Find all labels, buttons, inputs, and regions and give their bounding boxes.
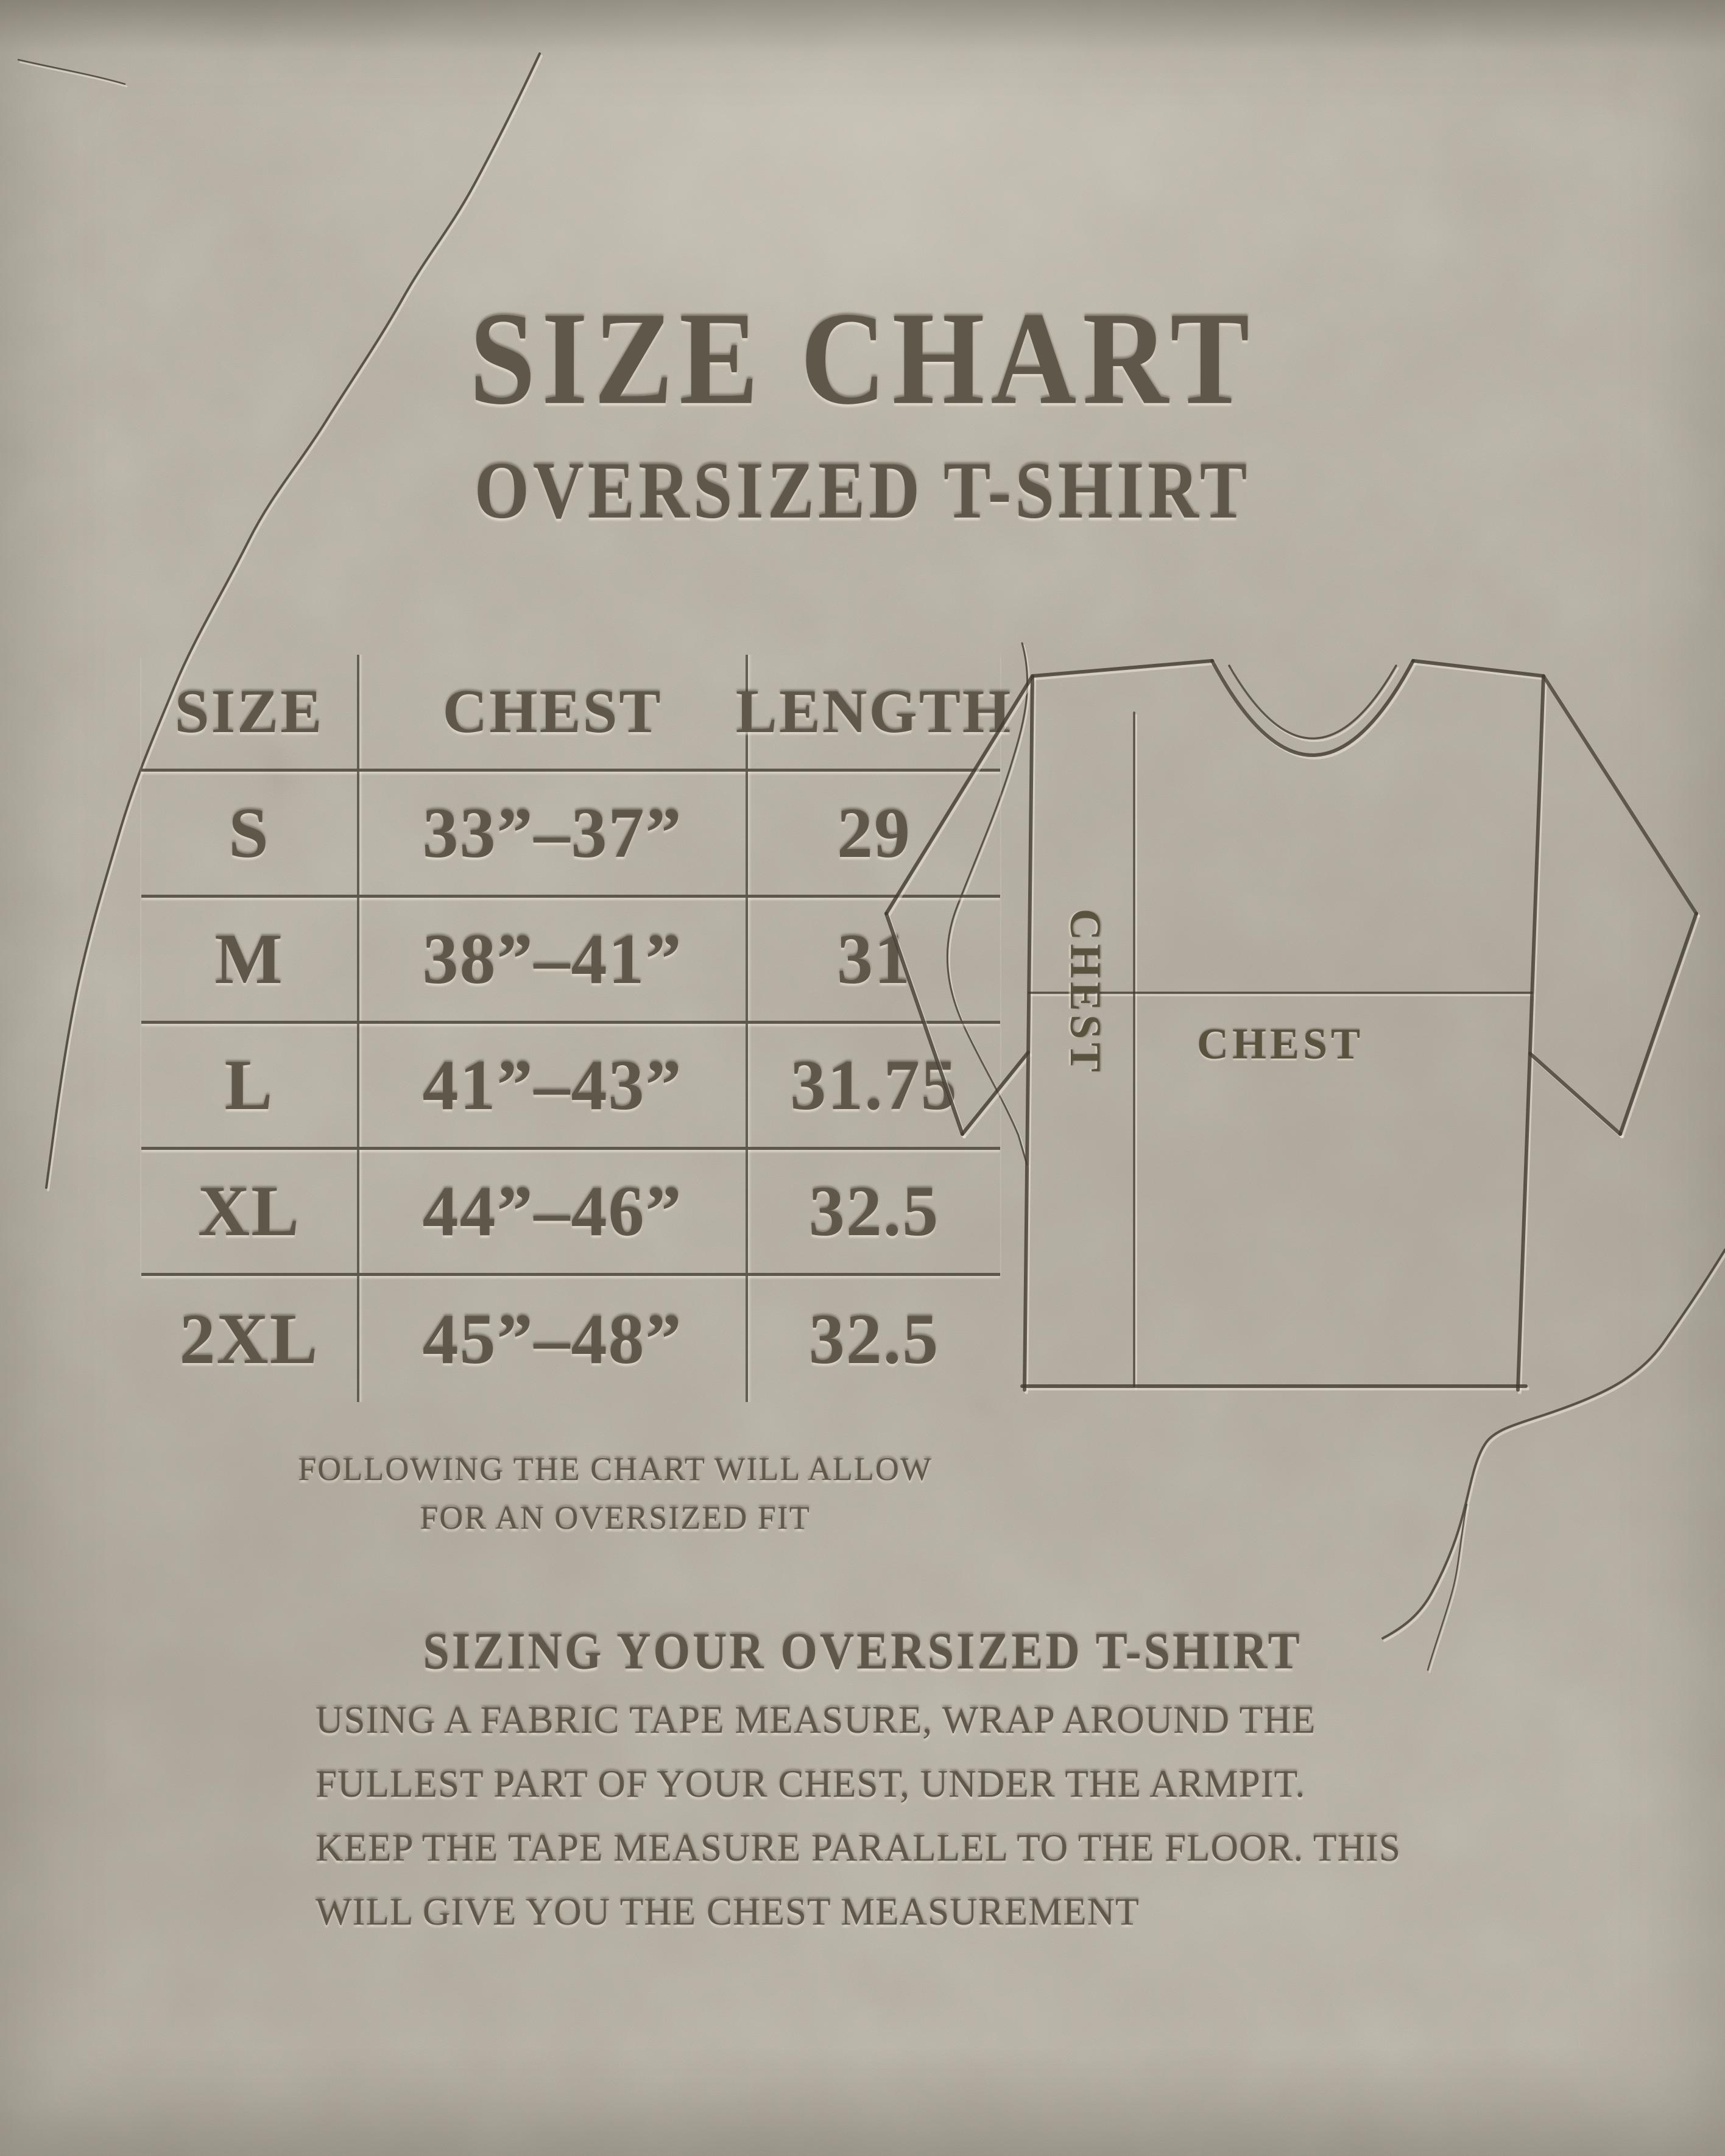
page-subtitle: OVERSIZED T-SHIRT (474, 446, 1251, 536)
size-value: L (224, 1045, 274, 1125)
column-header-chest: CHEST (357, 655, 746, 769)
paragraph-line: USING A FABRIC TAPE MEASURE, WRAP AROUND… (316, 1699, 1316, 1741)
table-row: S 33”–37” 29 (141, 772, 1000, 898)
chest-value: 33”–37” (357, 772, 746, 895)
chest-line-label: CHEST (1197, 1020, 1364, 1068)
note-line: FOLLOWING THE CHART WILL ALLOW (298, 1451, 933, 1487)
size-table-note: FOLLOWING THE CHART WILL ALLOW FOR AN OV… (183, 1445, 1048, 1542)
length-value: 32.5 (746, 1150, 1000, 1273)
sizing-guide-heading: SIZING YOUR OVERSIZED T-SHIRT (423, 1621, 1302, 1680)
chest-value: 44”–46” (357, 1150, 746, 1273)
size-value: 2XL (179, 1298, 319, 1379)
table-row: L 41”–43” 31.75 (141, 1024, 1000, 1150)
tshirt-diagram: CHEST CHEST (871, 627, 1724, 1425)
chest-value: 38”–41” (357, 898, 746, 1021)
size-table: SIZE CHEST LENGTH S 33”–37” 29 M 38”–41”… (141, 655, 1011, 1402)
table-row: 2XL 45”–48” 32.5 (141, 1276, 1000, 1402)
chest-value: 41”–43” (357, 1024, 746, 1147)
column-header-length: LENGTH (736, 655, 1011, 769)
size-value: S (228, 793, 270, 873)
length-value: 31 (746, 898, 1000, 1021)
sizing-guide-paragraph: USING A FABRIC TAPE MEASURE, WRAP AROUND… (316, 1688, 1485, 1944)
length-value: 31.75 (746, 1024, 1000, 1147)
note-line: FOR AN OVERSIZED FIT (420, 1499, 811, 1536)
table-row: M 38”–41” 31 (141, 898, 1000, 1024)
chest-band-label: CHEST (1061, 909, 1110, 1076)
column-header-size: SIZE (174, 677, 324, 746)
page-title: SIZE CHART (469, 284, 1256, 432)
table-row: XL 44”–46” 32.5 (141, 1150, 1000, 1276)
paragraph-line: FULLEST PART OF YOUR CHEST, UNDER THE AR… (316, 1763, 1306, 1805)
size-value: M (214, 919, 284, 999)
size-value: XL (198, 1171, 300, 1251)
chest-value: 45”–48” (357, 1276, 746, 1402)
length-value: 32.5 (746, 1276, 1000, 1402)
paragraph-line: KEEP THE TAPE MEASURE PARALLEL TO THE FL… (316, 1827, 1401, 1869)
size-table-header-row: SIZE CHEST LENGTH (141, 655, 1011, 772)
length-value: 29 (746, 772, 1000, 895)
paragraph-line: WILL GIVE YOU THE CHEST MEASUREMENT (316, 1890, 1140, 1933)
